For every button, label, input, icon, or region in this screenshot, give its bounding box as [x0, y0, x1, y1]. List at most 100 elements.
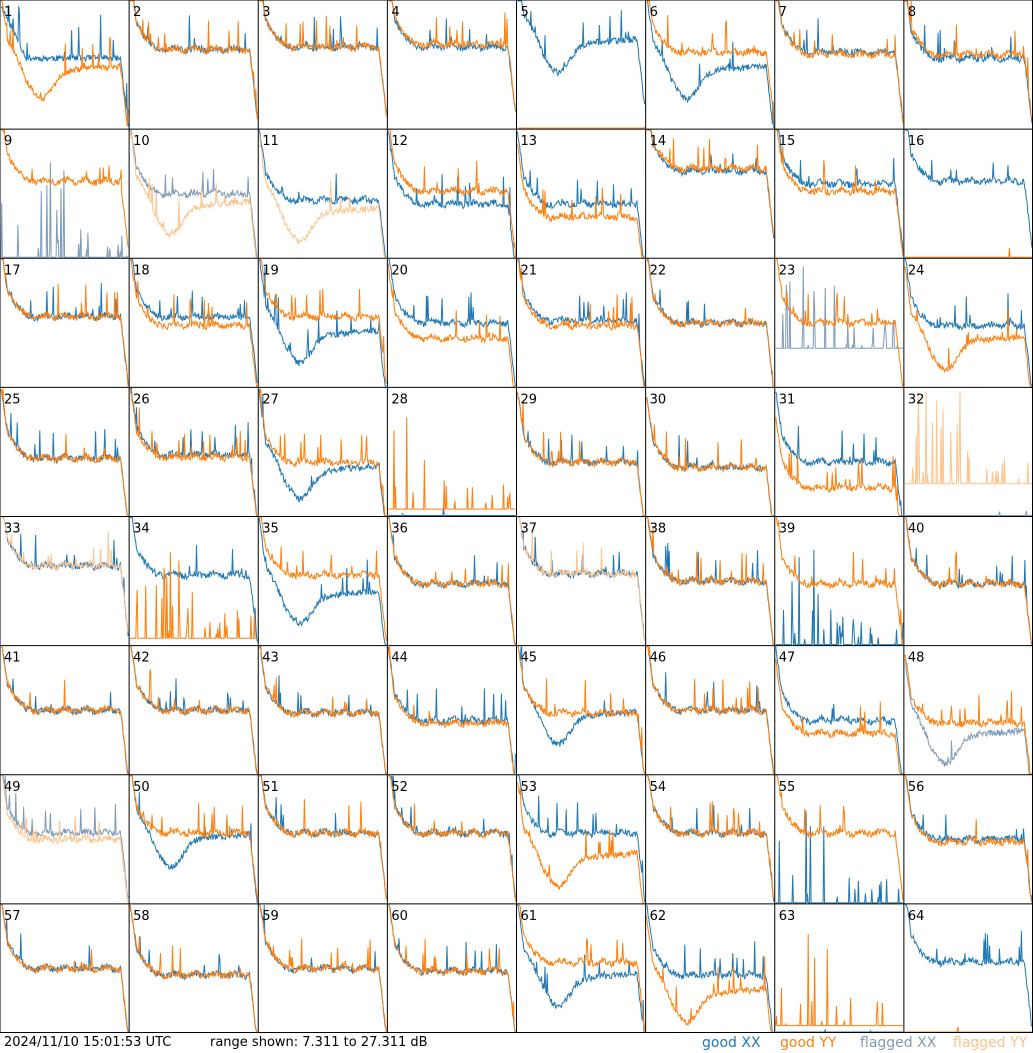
panel-label: 32	[908, 392, 925, 407]
panel-traces	[646, 129, 775, 239]
series-xx-good	[775, 810, 903, 904]
series-yy-good	[129, 904, 258, 1033]
panel-traces	[646, 396, 774, 516]
series-xx-flagged	[904, 659, 1032, 775]
panel-14: 14	[646, 129, 775, 239]
series-xx-good	[904, 904, 1033, 1027]
series-xx-good	[775, 549, 904, 646]
footer: 2024/11/10 15:01:53 UTC range shown: 7.3…	[0, 1033, 1033, 1053]
panel-traces	[775, 646, 903, 775]
panel-56: 56	[904, 775, 1033, 904]
series-xx-good	[517, 775, 646, 902]
panel-label: 25	[4, 392, 21, 407]
series-yy-good	[258, 646, 387, 774]
panel-traces	[130, 0, 258, 120]
series-xx-good	[517, 392, 645, 516]
panel-label: 3	[262, 5, 270, 20]
series-yy-good	[130, 775, 258, 900]
panel-label: 7	[779, 5, 787, 20]
series-yy-good	[775, 129, 904, 257]
series-xx-good	[904, 258, 1033, 387]
panel-label: 60	[391, 909, 408, 924]
panel-8: 8	[904, 0, 1033, 124]
panel-40: 40	[904, 517, 1033, 645]
panel-label: 14	[650, 134, 667, 149]
series-yy-good	[646, 646, 775, 774]
panel-label: 40	[908, 522, 925, 537]
series-yy-good	[387, 263, 516, 387]
panel-traces	[517, 131, 645, 258]
panel-traces	[130, 517, 258, 642]
series-xx-good	[646, 517, 775, 645]
panel-21: 21	[517, 258, 646, 387]
panel-traces	[775, 391, 903, 516]
series-yy-good	[904, 654, 1032, 775]
series-xx-good	[1, 258, 129, 385]
series-xx-good	[646, 904, 774, 1033]
series-xx-good	[517, 0, 646, 105]
panel-4: 4	[388, 0, 516, 112]
panel-label: 29	[521, 392, 538, 407]
series-yy-good	[388, 904, 516, 1033]
series-xx-good	[259, 0, 387, 113]
series-yy-good	[775, 0, 904, 124]
panel-traces	[904, 904, 1033, 1033]
panel-label: 15	[779, 134, 796, 149]
panel-29: 29	[517, 392, 645, 516]
series-yy-good	[646, 0, 775, 122]
series-xx-good	[904, 129, 1033, 248]
panel-label: 57	[4, 909, 21, 924]
panel-traces	[387, 129, 516, 258]
panel-label: 47	[779, 651, 796, 666]
panel-36: 36	[387, 517, 516, 646]
series-yy-good	[646, 775, 775, 899]
panel-traces	[646, 646, 775, 774]
panel-traces	[904, 517, 1033, 645]
panel-35: 35	[258, 517, 387, 646]
series-yy-good	[517, 392, 645, 516]
series-yy-good	[129, 388, 258, 516]
panel-traces	[0, 129, 129, 258]
series-xx-good	[258, 130, 387, 258]
series-xx-good	[388, 0, 516, 112]
panel-label: 62	[650, 909, 667, 924]
panel-63: 63	[775, 909, 903, 1033]
panel-9: 9	[0, 129, 129, 258]
series-yy-good	[130, 646, 258, 774]
panel-traces	[646, 517, 775, 646]
panel-7: 7	[775, 0, 904, 124]
panel-34: 34	[130, 517, 258, 642]
panel-25: 25	[0, 388, 129, 516]
series-xx-good	[129, 904, 258, 1033]
panel-traces	[517, 517, 646, 641]
panel-traces	[517, 0, 646, 129]
panel-label: 54	[650, 780, 667, 795]
series-yy-good	[904, 266, 1032, 387]
panel-traces	[904, 258, 1033, 387]
panel-label: 36	[391, 522, 408, 537]
panel-label: 64	[908, 909, 925, 924]
panel-traces	[130, 646, 258, 774]
series-xx-good	[130, 775, 258, 903]
panel-label: 2	[133, 5, 141, 20]
panel-48: 48	[904, 651, 1032, 775]
panel-41: 41	[0, 646, 129, 775]
panel-traces	[517, 775, 646, 904]
panel-16: 16	[904, 129, 1033, 258]
series-yy-flagged	[517, 517, 646, 641]
panel-traces	[129, 387, 258, 516]
panel-traces	[646, 0, 775, 129]
panel-51: 51	[259, 775, 387, 900]
panel-traces	[775, 258, 904, 387]
panel-46: 46	[646, 646, 775, 774]
panel-traces	[517, 258, 646, 387]
panel-traces	[1, 775, 129, 904]
panel-label: 20	[391, 263, 408, 278]
series-yy-good	[1, 0, 129, 127]
panel-28: 28	[388, 392, 516, 516]
panel-label: 34	[133, 522, 150, 537]
series-xx-flagged	[904, 510, 1032, 516]
panel-label: 46	[650, 651, 667, 666]
series-yy-good	[904, 1026, 1032, 1033]
